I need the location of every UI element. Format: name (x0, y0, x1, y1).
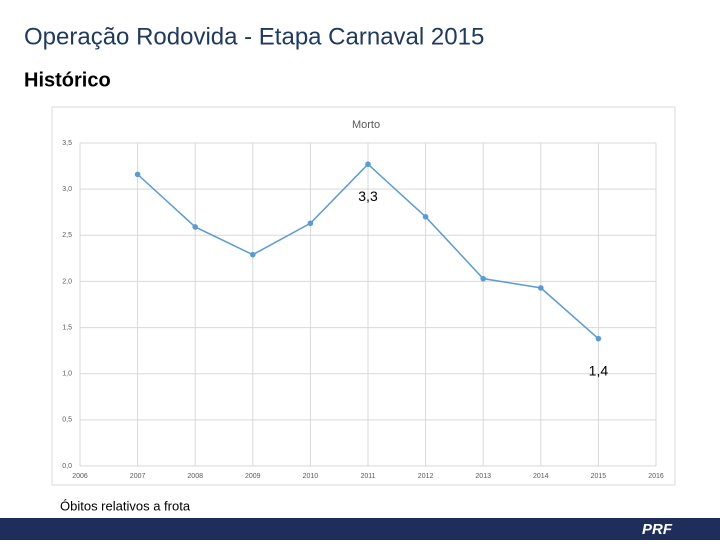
plot: 0,0 0,5 1,0 1,5 2,0 2,5 3,0 3,5 2006 2007 2008 2009… (62, 140, 664, 480)
x-tick-label: 2014 (533, 473, 549, 480)
x-tick-label: 2007 (130, 473, 146, 480)
y-tick-label: 2,0 (62, 278, 72, 285)
data-point (134, 171, 141, 178)
slide-subtitle: Histórico (24, 69, 111, 91)
data-point (250, 251, 256, 258)
data-point (480, 275, 487, 282)
chart-title: Morto (352, 119, 380, 131)
x-tick-label: 2012 (418, 473, 434, 480)
y-tick-label: 1,0 (62, 371, 72, 378)
data-label: 1,4 (589, 362, 609, 378)
y-tick-label: 3,0 (62, 186, 72, 193)
x-tick-label: 2016 (648, 473, 664, 480)
y-tick-label: 0,5 (62, 417, 72, 424)
data-point (595, 335, 602, 342)
x-tick-label: 2015 (591, 473, 607, 480)
x-tick-label: 2008 (187, 473, 203, 480)
footer-logo: PRF (642, 521, 673, 538)
x-tick-label: 2006 (72, 473, 88, 480)
data-point (307, 220, 314, 227)
data-point (365, 161, 371, 168)
x-tick-label: 2011 (360, 473, 375, 480)
slide-title: Operação Rodovida - Etapa Carnaval 2015 (24, 23, 484, 50)
data-point (538, 285, 544, 291)
y-tick-label: 2,5 (62, 232, 72, 239)
x-tick-label: 2010 (303, 473, 319, 480)
y-tick-label: 1,5 (62, 324, 72, 331)
x-tick-label: 2013 (475, 473, 491, 480)
data-point (192, 224, 198, 230)
data-label: 3,3 (358, 188, 378, 204)
x-tick-label: 2009 (245, 473, 261, 480)
data-point (422, 214, 429, 220)
footer-bar (0, 518, 720, 540)
caption: Óbitos relativos a frota (60, 498, 191, 513)
chart-frame (51, 106, 676, 486)
y-tick-label: 3,5 (62, 140, 72, 147)
y-tick-label: 0,0 (62, 463, 72, 470)
